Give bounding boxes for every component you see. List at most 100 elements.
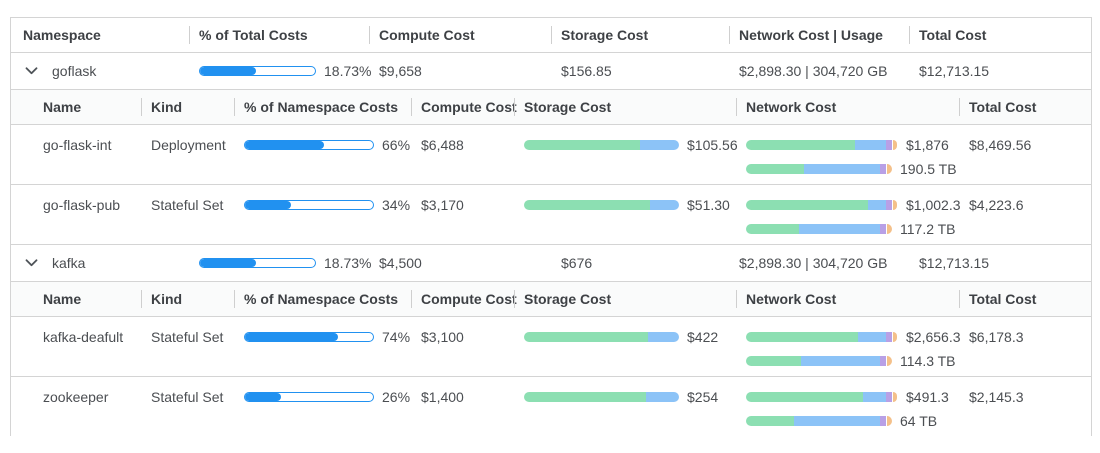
workload-kind-cell: Stateful Set bbox=[141, 317, 234, 376]
bar-segment bbox=[863, 392, 886, 402]
main-header-cell-storage: Storage Cost bbox=[551, 27, 729, 43]
bar-segment bbox=[524, 140, 641, 150]
storage-cost-bar bbox=[524, 140, 679, 150]
pct-total-value: 18.73% bbox=[324, 255, 372, 271]
namespace-pct-cell: 18.73% bbox=[189, 63, 371, 79]
column-header-total: Total Cost bbox=[969, 99, 1037, 115]
column-header-namespace: Namespace bbox=[23, 27, 101, 43]
network-cost-usage-value: $2,898.30 | 304,720 GB bbox=[739, 63, 888, 79]
total-cost-value: $12,713.15 bbox=[919, 255, 990, 271]
bar-segment bbox=[640, 140, 679, 150]
bar-segment bbox=[524, 200, 650, 210]
main-header-cell-namespace: Namespace bbox=[11, 27, 189, 43]
pct-namespace-value: 66% bbox=[382, 137, 411, 153]
workload-row-zookeeper[interactable]: zookeeper Stateful Set 26% $1,400 $254 $… bbox=[11, 377, 1091, 436]
workload-header-row: Name Kind % of Namespace Costs Compute C… bbox=[11, 282, 1091, 317]
bar-segment bbox=[885, 200, 892, 210]
column-header-name: Name bbox=[43, 99, 82, 115]
bar-segment bbox=[855, 140, 886, 150]
workload-compute-cell: $3,170 bbox=[411, 185, 514, 244]
workload-name: go-flask-int bbox=[43, 137, 112, 153]
pct-total-bar-fill bbox=[200, 67, 257, 75]
bar-segment bbox=[887, 164, 892, 174]
main-header-cell-pct-total: % of Total Costs bbox=[189, 27, 369, 43]
workload-storage-cell: $422 bbox=[514, 317, 736, 376]
column-header-storage: Storage Cost bbox=[524, 99, 612, 115]
sub-header-cell-storage: Storage Cost bbox=[514, 291, 736, 307]
namespace-name: goflask bbox=[52, 63, 97, 79]
sub-header-cell-pct-ns: % of Namespace Costs bbox=[234, 99, 411, 115]
workload-row-go-flask-int[interactable]: go-flask-int Deployment 66% $6,488 $105.… bbox=[11, 125, 1091, 185]
compute-cost-value: $1,400 bbox=[421, 389, 464, 405]
bar-segment bbox=[746, 140, 856, 150]
sub-header-cell-total: Total Cost bbox=[959, 291, 1091, 307]
column-header-kind: Kind bbox=[151, 99, 183, 115]
network-cost-bar bbox=[746, 392, 898, 402]
bar-segment bbox=[867, 200, 886, 210]
namespace-total-cell: $12,713.15 bbox=[909, 63, 1091, 79]
workload-header-row: Name Kind % of Namespace Costs Compute C… bbox=[11, 90, 1091, 125]
bar-segment bbox=[885, 140, 892, 150]
bar-segment bbox=[887, 356, 892, 366]
sub-header-cell-name: Name bbox=[11, 291, 141, 307]
sub-header-cell-network: Network Cost bbox=[736, 99, 959, 115]
bar-segment bbox=[794, 416, 881, 426]
workload-row-go-flask-pub[interactable]: go-flask-pub Stateful Set 34% $3,170 $51… bbox=[11, 185, 1091, 245]
bar-segment bbox=[798, 224, 881, 234]
storage-cost-bar bbox=[524, 332, 679, 342]
bar-segment bbox=[746, 200, 868, 210]
total-cost-value: $12,713.15 bbox=[919, 63, 990, 79]
main-header-cell-total: Total Cost bbox=[909, 27, 1091, 43]
workload-network-cell: $491.3 64 TB bbox=[736, 377, 959, 436]
workload-storage-cell: $254 bbox=[514, 377, 736, 436]
pct-namespace-bar-fill bbox=[245, 201, 292, 209]
workload-pct-cell: 66% bbox=[234, 125, 411, 184]
namespace-row-kafka[interactable]: kafka 18.73% $4,500 $676 $2,898.30 | 304… bbox=[11, 245, 1091, 282]
sub-header-cell-kind: Kind bbox=[141, 291, 234, 307]
bar-segment bbox=[887, 224, 892, 234]
namespace-storage-cell: $156.85 bbox=[551, 63, 729, 79]
bar-segment bbox=[649, 200, 679, 210]
cost-allocation-table: Namespace % of Total Costs Compute Cost … bbox=[10, 17, 1092, 436]
network-cost-value: $491.3 bbox=[906, 389, 949, 405]
namespace-row-goflask[interactable]: goflask 18.73% $9,658 $156.85 $2,898.30 … bbox=[11, 53, 1091, 90]
bar-segment bbox=[746, 356, 802, 366]
bar-segment bbox=[801, 356, 881, 366]
total-cost-value: $4,223.6 bbox=[969, 197, 1024, 213]
bar-segment bbox=[880, 356, 887, 366]
column-header-compute: Compute Cost bbox=[421, 291, 517, 307]
network-usage-bar bbox=[746, 356, 892, 366]
sub-header-cell-network: Network Cost bbox=[736, 291, 959, 307]
column-header-total: Total Cost bbox=[919, 27, 987, 43]
sub-header-cell-pct-ns: % of Namespace Costs bbox=[234, 291, 411, 307]
column-header-compute: Compute Cost bbox=[421, 99, 517, 115]
workload-storage-cell: $105.56 bbox=[514, 125, 738, 184]
bar-segment bbox=[646, 392, 679, 402]
workload-network-cell: $2,656.3 114.3 TB bbox=[736, 317, 961, 376]
bar-segment bbox=[892, 140, 898, 150]
pct-namespace-bar bbox=[244, 392, 374, 402]
sub-header-cell-compute: Compute Cost bbox=[411, 291, 517, 307]
column-header-pct-namespace: % of Namespace Costs bbox=[244, 99, 399, 115]
main-header-cell-compute: Compute Cost bbox=[369, 27, 551, 43]
bar-segment bbox=[885, 332, 892, 342]
column-header-pct-total: % of Total Costs bbox=[199, 27, 308, 43]
column-header-network: Network Cost bbox=[746, 99, 837, 115]
chevron-down-icon[interactable] bbox=[23, 257, 40, 269]
workload-pct-cell: 74% bbox=[234, 317, 411, 376]
workload-total-cell: $2,145.3 bbox=[959, 377, 1091, 436]
storage-cost-value: $676 bbox=[561, 255, 593, 271]
workload-kind-cell: Deployment bbox=[141, 125, 234, 184]
workload-kind: Stateful Set bbox=[151, 389, 224, 405]
workload-name-cell: kafka-deafult bbox=[11, 317, 141, 376]
network-cost-bar bbox=[746, 332, 898, 342]
sub-header-cell-total: Total Cost bbox=[959, 99, 1091, 115]
column-header-total: Total Cost bbox=[969, 291, 1037, 307]
workload-row-kafka-deafult[interactable]: kafka-deafult Stateful Set 74% $3,100 $4… bbox=[11, 317, 1091, 377]
chevron-down-icon[interactable] bbox=[23, 65, 40, 77]
workload-compute-cell: $6,488 bbox=[411, 125, 514, 184]
namespace-compute-cell: $9,658 bbox=[369, 63, 551, 79]
network-cost-bar bbox=[746, 140, 898, 150]
network-cost-value: $2,656.3 bbox=[906, 329, 961, 345]
column-header-network: Network Cost | Usage bbox=[739, 27, 883, 43]
